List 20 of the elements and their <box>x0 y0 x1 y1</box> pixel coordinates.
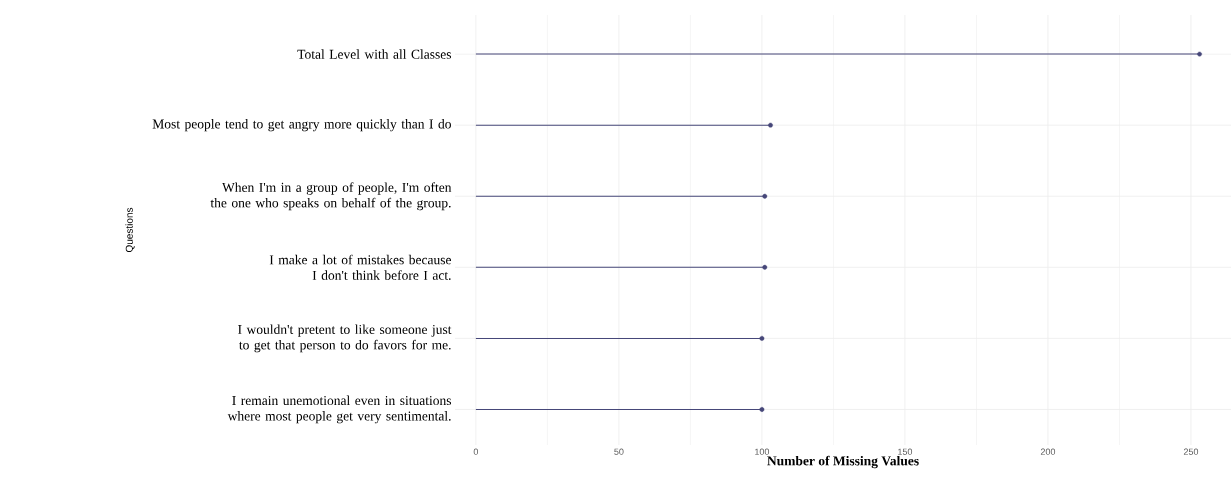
x-axis-title: Number of Missing Values <box>767 455 919 469</box>
y-tick-label: Total Level with all Classes <box>297 49 451 59</box>
x-tick-label: 50 <box>614 448 624 455</box>
point <box>759 335 765 341</box>
y-tick-label: I wouldn't pretent to like someone just to get that person to do favors for me. <box>238 324 452 353</box>
x-tick-label: 0 <box>473 448 479 455</box>
point <box>762 264 768 270</box>
x-tick-label: 250 <box>1183 448 1199 455</box>
x-tick-label: 100 <box>755 448 770 455</box>
y-tick-label: I remain unemotional even in situations where most people get very sentimental. <box>227 395 452 424</box>
y-tick-label: Most people tend to get angry more quickly than I do <box>152 119 451 132</box>
y-tick-label: I make a lot of mistakes because I don't think before I act. <box>269 254 452 280</box>
point <box>759 407 765 412</box>
y-axis-title: Questions <box>125 207 135 253</box>
point <box>1197 51 1202 57</box>
y-tick-label: When I'm in a group of people, I'm often the one who speaks on behalf of the group. <box>210 182 452 211</box>
point <box>768 122 773 128</box>
x-tick-label: 200 <box>1040 448 1056 455</box>
x-tick-label: 150 <box>898 448 913 455</box>
point <box>762 193 768 199</box>
